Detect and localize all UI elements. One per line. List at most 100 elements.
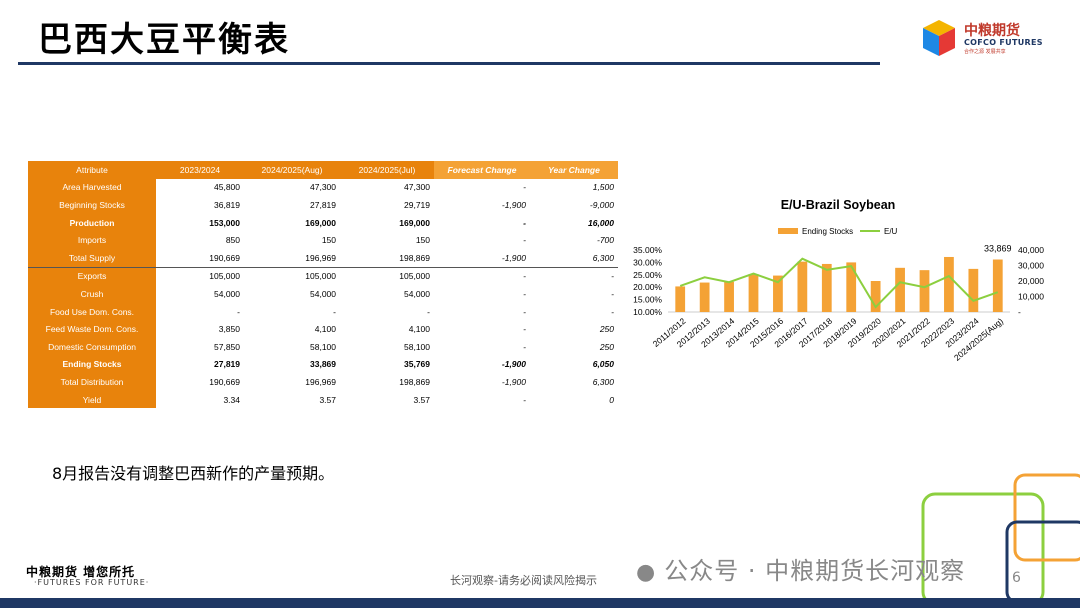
table-cell: - (333, 306, 336, 317)
bottom-bar (0, 598, 1080, 608)
table-row: Area Harvested 45,800 47,300 47,300 - 1,500 (28, 178, 618, 197)
table-cell: 54,000 (404, 288, 430, 299)
table-cell: - (523, 324, 526, 335)
table-cell: 6,300 (530, 248, 618, 268)
left-axis-tick: 30.00% (633, 257, 662, 267)
table-cell: 198,869 (399, 376, 430, 387)
table-cell: 3,850 (218, 324, 240, 335)
table-cell: 27,819 (310, 199, 336, 210)
right-axis-tick: - (1018, 307, 1021, 317)
table-cell: 35,769 (404, 359, 430, 370)
column-header: 2024/2025(Aug) (244, 161, 340, 179)
table-cell: 196,969 (244, 248, 340, 268)
logo-slogan: 合作之源 发展共享 (964, 49, 1006, 55)
bar-ending-stocks (675, 286, 686, 312)
wechat-text: 公众号 · 中粮期货长河观察 (664, 557, 966, 585)
table-cell: 47,300 (404, 182, 430, 193)
row-label: Total Supply (28, 248, 156, 268)
table-cell: -1,900 (501, 359, 526, 370)
table-cell: 33,869 (310, 359, 336, 370)
bar-ending-stocks (992, 259, 1003, 312)
table-cell: -1,900 (501, 376, 526, 387)
table-cell: 850 (225, 235, 240, 246)
line-eu (679, 257, 999, 309)
wechat-watermark: ● 公众号 · 中粮期货长河观察 (636, 551, 965, 586)
table-row: Domestic Consumption 57,850 58,100 58,100 - 2… (28, 337, 618, 356)
logo-text-cn: 中粮期货 (964, 23, 1020, 39)
table-cell: 45,800 (214, 182, 240, 193)
column-header: Attribute (28, 161, 156, 179)
table-cell: 105,000 (399, 271, 430, 282)
table-cell: - (523, 288, 526, 299)
column-header: Forecast Change (434, 161, 530, 179)
table-cell: - (237, 306, 240, 317)
row-label: Ending Stocks (28, 355, 156, 374)
table-cell: 47,300 (310, 182, 336, 193)
summary-note: 8月报告没有调整巴西新作的产量预期。 (52, 464, 335, 483)
table-row: Ending Stocks 27,819 33,869 35,769 -1,900 6,0… (28, 355, 618, 374)
table-cell: - (523, 341, 526, 352)
row-label: Imports (28, 231, 156, 249)
bar-ending-stocks (748, 274, 759, 312)
table-row: Food Use Dom. Cons. - - - - - (28, 302, 618, 321)
table-cell: 150 (415, 235, 430, 246)
table-cell: 169,000 (399, 217, 430, 228)
table-cell: 58,100 (310, 341, 336, 352)
column-header: Year Change (530, 161, 618, 179)
legend-label: Ending Stocks (802, 227, 853, 236)
table-cell: -1,900 (434, 248, 530, 268)
bar-ending-stocks (944, 256, 954, 312)
table-cell: 250 (599, 324, 614, 335)
left-axis-tick: 20.00% (633, 282, 662, 292)
left-axis-tick: 35.00% (633, 245, 662, 255)
table-cell: - (611, 306, 614, 317)
data-label-last: 33,869 (984, 244, 1012, 254)
cofco-logo: 中粮期货 COFCO FUTURES 合作之源 发展共享 (920, 18, 1060, 58)
right-axis-tick: 10,000 (1018, 292, 1044, 302)
footer-disclaimer: 长河观察-请务必阅读风险揭示 (450, 574, 597, 587)
table-row: Total Supply 190,669 196,969 198,869 -1,900 6… (28, 248, 618, 268)
bar-ending-stocks (895, 267, 905, 312)
table-cell: 153,000 (209, 217, 240, 228)
right-axis-tick: 30,000 (1018, 261, 1044, 271)
table-row: Exports 105,000 105,000 105,000 - - (28, 267, 618, 286)
table-cell: -9,000 (589, 199, 614, 210)
table-cell: 250 (599, 341, 614, 352)
table-cell: 1,500 (592, 182, 614, 193)
table-cell: 3.57 (413, 394, 430, 405)
left-axis-tick: 25.00% (633, 270, 662, 280)
table-cell: 3.34 (223, 394, 240, 405)
table-cell: 54,000 (214, 288, 240, 299)
logo-text-en: COFCO FUTURES (964, 38, 1043, 47)
table-cell: 6,050 (592, 359, 614, 370)
table-cell: - (611, 271, 614, 282)
bar-ending-stocks (870, 281, 881, 312)
table-cell: - (523, 394, 526, 405)
table-cell: 150 (321, 235, 336, 246)
column-header: 2023/2024 (156, 161, 244, 179)
footer-logo: 中粮期货 增您所托 (26, 565, 136, 579)
bar-ending-stocks (919, 270, 930, 312)
table-cell: -1,900 (501, 199, 526, 210)
table-row: Production 153,000 169,000 169,000 - 16,000 (28, 213, 618, 232)
legend-swatch-ending-stocks (778, 228, 798, 234)
table-cell: 29,719 (404, 199, 430, 210)
table-row: Crush 54,000 54,000 54,000 - - (28, 285, 618, 303)
row-label: Crush (28, 285, 156, 303)
left-axis-tick: 15.00% (633, 295, 662, 305)
table-cell: 6,300 (592, 376, 614, 387)
row-label: Feed Waste Dom. Cons. (28, 320, 156, 338)
balance-table: Attribute 2023/2024 2024/2025(Aug) 2024/… (28, 161, 618, 409)
table-cell: - (523, 271, 526, 282)
row-label: Total Distribution (28, 373, 156, 391)
row-label: Food Use Dom. Cons. (28, 302, 156, 321)
table-cell: 190,669 (209, 376, 240, 387)
table-row: Imports 850 150 150 - -700 (28, 231, 618, 249)
table-header-row: Attribute 2023/2024 2024/2025(Aug) 2024/… (28, 161, 618, 179)
title-divider (18, 62, 880, 65)
left-axis-tick: 10.00% (633, 307, 662, 317)
chart-svg: E/U-Brazil Soybean Ending Stocks E/U 10.00%… (633, 198, 1044, 363)
bar-ending-stocks (724, 281, 734, 312)
bar-ending-stocks (797, 261, 808, 312)
chart-title: E/U-Brazil Soybean (781, 198, 896, 212)
